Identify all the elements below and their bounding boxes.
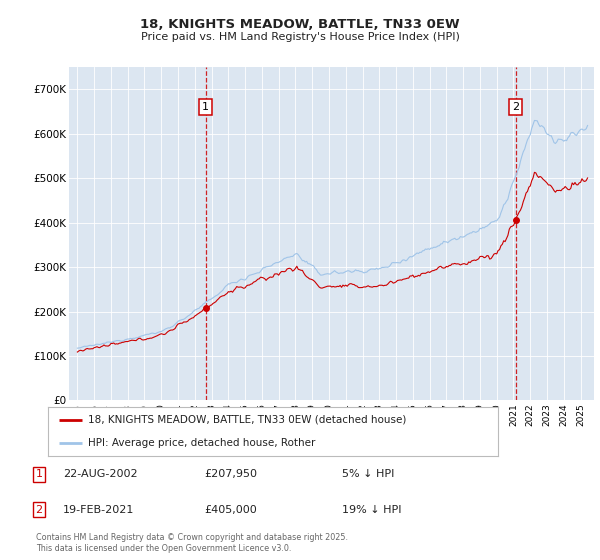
Text: £207,950: £207,950 — [204, 469, 257, 479]
Text: 1: 1 — [202, 102, 209, 112]
Text: 22-AUG-2002: 22-AUG-2002 — [63, 469, 137, 479]
Text: 5% ↓ HPI: 5% ↓ HPI — [342, 469, 394, 479]
Text: Contains HM Land Registry data © Crown copyright and database right 2025.
This d: Contains HM Land Registry data © Crown c… — [36, 533, 348, 553]
Text: 2: 2 — [512, 102, 519, 112]
Text: HPI: Average price, detached house, Rother: HPI: Average price, detached house, Roth… — [89, 438, 316, 448]
Text: Price paid vs. HM Land Registry's House Price Index (HPI): Price paid vs. HM Land Registry's House … — [140, 32, 460, 43]
Text: 2: 2 — [35, 505, 43, 515]
Text: 19-FEB-2021: 19-FEB-2021 — [63, 505, 134, 515]
Text: 18, KNIGHTS MEADOW, BATTLE, TN33 0EW: 18, KNIGHTS MEADOW, BATTLE, TN33 0EW — [140, 18, 460, 31]
Text: 1: 1 — [35, 469, 43, 479]
Text: £405,000: £405,000 — [204, 505, 257, 515]
Text: 18, KNIGHTS MEADOW, BATTLE, TN33 0EW (detached house): 18, KNIGHTS MEADOW, BATTLE, TN33 0EW (de… — [89, 415, 407, 425]
Text: 19% ↓ HPI: 19% ↓ HPI — [342, 505, 401, 515]
